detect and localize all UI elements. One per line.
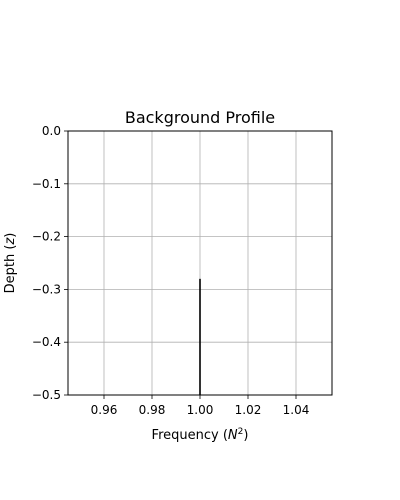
chart-title: Background Profile — [125, 108, 275, 127]
y-tick-label: −0.4 — [32, 335, 61, 349]
x-axis-label: Frequency (N2) — [152, 427, 249, 443]
x-axis-ticks: 0.96 0.98 1.00 1.02 1.04 — [91, 395, 310, 417]
y-axis-ticks: 0.0 −0.1 −0.2 −0.3 −0.4 −0.5 — [32, 124, 68, 402]
x-tick-label: 1.04 — [283, 403, 310, 417]
y-tick-label: −0.3 — [32, 282, 61, 296]
y-tick-label: −0.5 — [32, 388, 61, 402]
x-tick-label: 1.02 — [235, 403, 262, 417]
y-tick-label: 0.0 — [42, 124, 61, 138]
x-tick-label: 1.00 — [187, 403, 214, 417]
x-tick-label: 0.98 — [139, 403, 166, 417]
y-tick-label: −0.1 — [32, 177, 61, 191]
y-axis-label: Depth (z) — [3, 233, 18, 294]
x-tick-label: 0.96 — [91, 403, 118, 417]
y-tick-label: −0.2 — [32, 230, 61, 244]
